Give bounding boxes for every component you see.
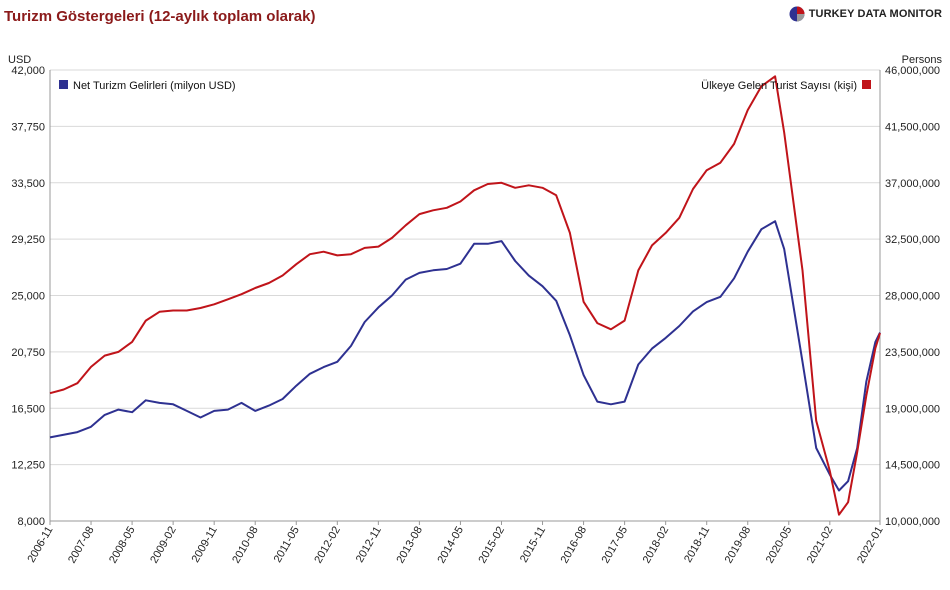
y-right-ticks: 10,000,000 14,500,000 19,000,000 23,500,000… [885,65,940,528]
x-tick-label: 2015-11 [518,525,548,565]
x-tick-label: 2009-02 [148,525,179,566]
x-tick-label: 2008-05 [107,525,138,566]
x-tick-label: 2022-01 [855,525,886,566]
series-lines [49,75,881,516]
y-right-tick-label: 23,500,000 [885,347,940,359]
x-tick-label: 2019-08 [723,525,754,566]
x-tick-label: 2012-02 [312,525,343,566]
legend-label-revenue: Net Turizm Gelirleri (milyon USD) [73,80,236,92]
y-right-tick-label: 41,500,000 [885,121,940,133]
axes [49,70,881,522]
y-left-tick-label: 12,250 [11,460,45,472]
x-tick-label: 2013-08 [394,525,425,566]
y-left-tick-label: 37,750 [11,121,45,133]
chart-title: Turizm Göstergeleri (12-aylık toplam ola… [4,8,316,25]
y-right-tick-label: 28,000,000 [885,291,940,303]
x-tick-label: 2020-05 [764,525,795,566]
x-ticks: 2006-11 2007-08 2008-05 2009-02 2009-11 2010-… [25,521,886,566]
y-right-tick-label: 32,500,000 [885,234,940,246]
x-tick-label: 2014-05 [435,525,466,566]
x-tick-label: 2010-08 [230,525,261,566]
legend: Net Turizm Gelirleri (milyon USD) Ülkeye… [59,80,871,92]
y-right-tick-label: 46,000,000 [885,65,940,77]
legend-swatch-arrivals [862,80,871,89]
y-left-unit-label: USD [8,54,32,66]
x-tick-label: 2015-02 [477,525,508,566]
y-left-tick-label: 16,500 [11,403,45,415]
y-left-tick-label: 29,250 [11,234,45,246]
x-tick-label: 2007-08 [66,525,97,566]
x-tick-label: 2017-05 [600,525,631,566]
gridlines [50,69,880,466]
y-left-tick-label: 8,000 [17,516,45,528]
y-left-tick-label: 20,750 [11,347,45,359]
legend-label-arrivals: Ülkeye Gelen Turist Sayısı (kişi) [701,80,857,92]
x-tick-label: 2021-02 [805,525,836,566]
x-tick-label: 2011-05 [272,525,302,565]
y-left-tick-label: 42,000 [11,65,45,77]
y-right-tick-label: 37,000,000 [885,178,940,190]
series-line-arrivals [49,75,881,516]
y-left-ticks: 8,000 12,250 16,500 20,750 25,000 29,250 33,50… [11,65,45,528]
x-tick-label: 2009-11 [190,525,220,565]
brand-name: TURKEY DATA MONITOR [808,8,942,20]
brand-logo: TURKEY DATA MONITOR [789,6,942,22]
y-right-tick-label: 10,000,000 [885,516,940,528]
y-right-tick-label: 19,000,000 [885,403,940,415]
brand-pie-icon [789,6,805,22]
x-tick-label: 2012-11 [354,525,384,565]
x-tick-label: 2018-11 [682,525,712,565]
x-tick-label: 2018-02 [641,525,672,566]
series-line-revenue [49,220,881,492]
x-tick-label: 2016-08 [559,525,590,566]
legend-swatch-revenue [59,80,68,89]
y-left-tick-label: 25,000 [11,291,45,303]
x-tick-label: 2006-11 [25,525,55,565]
y-right-unit-label: Persons [901,54,942,66]
y-right-tick-label: 14,500,000 [885,460,940,472]
y-left-tick-label: 33,500 [11,178,45,190]
